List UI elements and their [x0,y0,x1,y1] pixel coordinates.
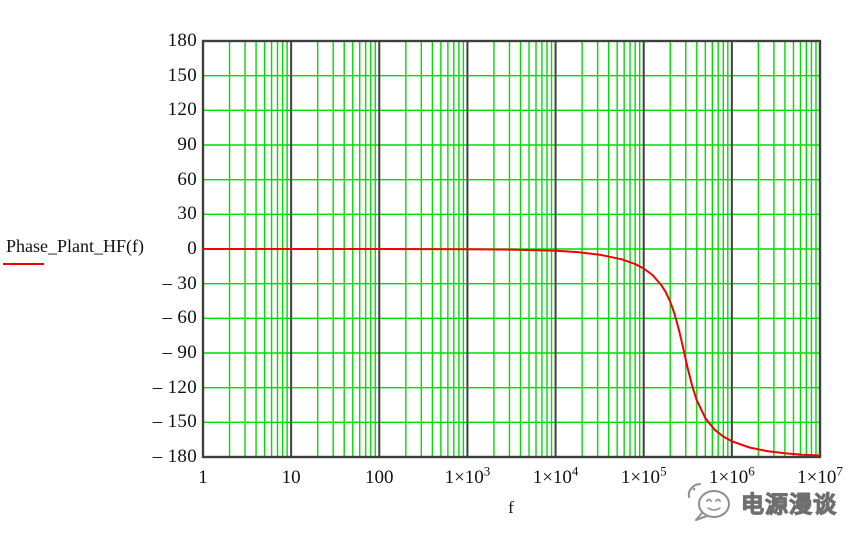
y-tick-label: – 30 [162,272,197,294]
x-axis-title: f [508,498,514,517]
wechat-logo-icon [687,483,730,521]
y-tick-label: 90 [177,134,197,155]
y-tick-label: – 180 [152,446,197,467]
x-tick-label: 1×105 [620,463,667,488]
y-tick-label: – 150 [152,411,197,433]
trace-legend-line [3,263,44,265]
x-tick-label: 1 [198,467,208,488]
watermark-text: 电源漫谈 [741,492,837,519]
y-tick-label: – 90 [162,342,197,363]
y-tick-label: 30 [177,203,197,225]
y-tick-label: 120 [167,99,197,121]
phase-curve[interactable] [202,248,821,457]
watermark: 电源漫谈 [684,480,837,524]
y-tick-label: 180 [167,30,197,51]
x-tick-label: 1×103 [444,463,491,488]
x-tick-label: 100 [365,467,394,488]
x-tick-label: 1×104 [532,463,579,488]
grid-decade-lines [290,41,733,457]
trace-label: Phase_Plant_HF(f) [6,236,144,256]
y-tick-label: 0 [187,238,197,259]
y-tick-label: – 60 [162,307,197,329]
x-tick-label: 1×107 [797,463,843,488]
x-tick-label: 10 [281,467,301,488]
x-tick-label: 1×106 [708,463,755,488]
y-tick-label: – 120 [152,376,197,398]
y-tick-label: 150 [167,64,197,86]
y-tick-label: 60 [177,168,197,190]
